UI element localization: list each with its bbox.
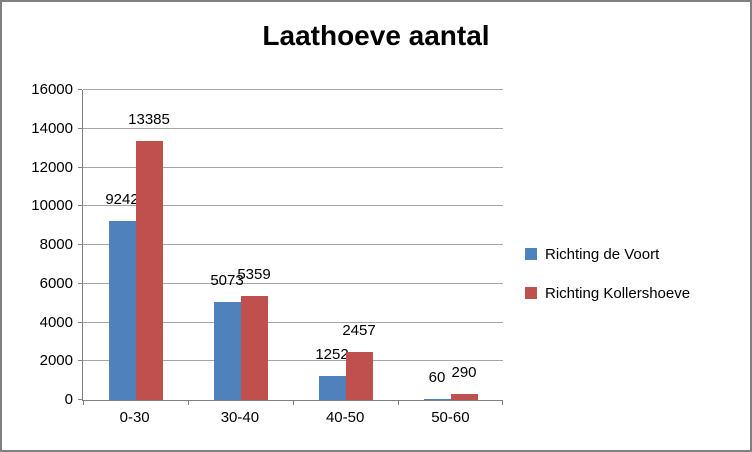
x-axis-tick bbox=[398, 400, 399, 405]
y-axis-tick-label: 12000 bbox=[31, 158, 73, 176]
y-axis-tick bbox=[78, 282, 82, 284]
x-axis-tick bbox=[188, 400, 189, 405]
y-axis-tick bbox=[78, 244, 82, 245]
y-axis-tick-label: 4000 bbox=[39, 313, 73, 331]
y-axis-tick bbox=[78, 166, 82, 168]
x-axis-tick bbox=[293, 400, 294, 405]
bar-value-label: 2457 bbox=[342, 322, 376, 340]
y-axis-tick bbox=[78, 321, 82, 323]
x-axis-tick bbox=[502, 400, 503, 405]
bar-group: 9242 13385 bbox=[83, 90, 188, 400]
y-axis-tick-label: 10000 bbox=[31, 197, 73, 215]
bar-richting-kollershoeve: 5359 bbox=[237, 266, 271, 400]
gridline bbox=[83, 244, 503, 245]
x-axis-tick-label: 30-40 bbox=[220, 409, 260, 426]
y-axis-tick-label: 8000 bbox=[39, 236, 73, 253]
chart-title: Laathoeve aantal bbox=[262, 20, 490, 51]
legend-swatch bbox=[525, 248, 537, 260]
bar-value-label: 60 bbox=[428, 368, 446, 386]
y-axis-tick-label: 0 bbox=[64, 391, 73, 408]
y-axis-tick bbox=[78, 360, 82, 362]
bar-value-label: 1252 bbox=[315, 345, 349, 363]
gridline bbox=[83, 89, 503, 90]
legend-label: Richting de Voort bbox=[545, 245, 660, 263]
x-axis-tick-label: 0-30 bbox=[119, 409, 150, 426]
gridline bbox=[83, 282, 503, 284]
bar-group: 1252 2457 bbox=[293, 90, 398, 400]
bar-richting-kollershoeve: 290 bbox=[450, 364, 478, 400]
bar-value-label: 5359 bbox=[237, 266, 271, 284]
bar-group: 5073 5359 bbox=[188, 90, 293, 400]
y-axis-tick bbox=[78, 205, 82, 207]
y-axis-tick-label: 14000 bbox=[31, 119, 73, 137]
bar-richting-de-voort: 1252 bbox=[315, 346, 349, 400]
legend: Richting de Voort Richting Kollershoeve bbox=[525, 246, 690, 302]
plot-column: 9242 13385 5073 5359 1252 2457 60 290 0-30 30-40… bbox=[82, 89, 503, 433]
legend-swatch bbox=[525, 287, 537, 299]
bar-richting-kollershoeve: 2457 bbox=[342, 322, 376, 400]
bar-group: 60 290 bbox=[398, 90, 503, 400]
y-axis-tick bbox=[78, 399, 82, 400]
bar-richting-de-voort: 5073 bbox=[210, 272, 244, 400]
bar-richting-kollershoeve: 13385 bbox=[128, 111, 170, 400]
gridline bbox=[83, 166, 503, 168]
y-axis-tick bbox=[78, 89, 82, 90]
gridline bbox=[83, 205, 503, 207]
bar-value-label: 5073 bbox=[210, 271, 244, 289]
legend-item: Richting de Voort bbox=[525, 246, 690, 263]
gridline bbox=[83, 127, 503, 129]
gridline bbox=[83, 360, 503, 362]
x-axis-tick-label: 40-50 bbox=[325, 409, 365, 426]
bar-richting-de-voort: 9242 bbox=[105, 191, 139, 400]
x-axis-tick bbox=[83, 400, 84, 405]
chart-body: 0 2000 4000 6000 8000 10000 12000 14000 16000 92… bbox=[16, 81, 690, 433]
x-axis-tick-label: 50-60 bbox=[431, 409, 470, 426]
y-axis: 0 2000 4000 6000 8000 10000 12000 14000 16000 bbox=[16, 81, 82, 408]
y-axis-tick-label: 6000 bbox=[39, 274, 73, 292]
bar-richting-de-voort: 60 bbox=[423, 369, 451, 400]
x-axis: 0-30 30-40 40-50 50-60 bbox=[82, 409, 503, 433]
bar-value-label: 13385 bbox=[128, 110, 170, 128]
gridline bbox=[83, 321, 503, 323]
y-axis-tick bbox=[78, 127, 82, 129]
legend-label: Richting Kollershoeve bbox=[545, 284, 691, 302]
legend-item: Richting Kollershoeve bbox=[525, 285, 690, 302]
plot-area: 9242 13385 5073 5359 1252 2457 60 290 bbox=[82, 89, 503, 405]
y-axis-tick-label: 16000 bbox=[31, 81, 73, 98]
bar-value-label: 9242 bbox=[105, 190, 139, 208]
y-axis-tick-label: 2000 bbox=[39, 352, 73, 370]
bar-value-label: 290 bbox=[451, 364, 477, 382]
